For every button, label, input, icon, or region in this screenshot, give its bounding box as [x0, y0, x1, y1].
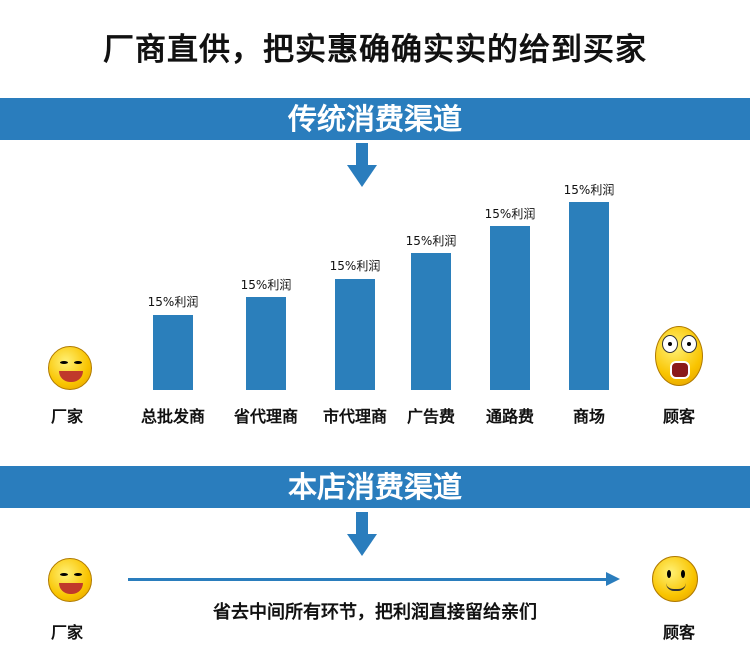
bar-province-agent: [246, 297, 286, 390]
bar-profit-label: 15%利润: [240, 278, 292, 292]
bar-city-agent: [335, 279, 375, 390]
customer-label: 顾客: [662, 407, 695, 426]
down-arrow-icon: [347, 512, 377, 558]
bar-profit-label: 15%利润: [329, 259, 381, 273]
bar-advertising: [411, 253, 451, 390]
page-title: 厂商直供，把实惠确确实实的给到买家: [103, 32, 647, 68]
store-channel-banner: 本店消费渠道: [0, 466, 750, 508]
smiling-face-icon: [652, 556, 698, 602]
direct-arrow-line: [128, 578, 608, 581]
manufacturer-label: 厂家: [50, 407, 83, 426]
bar-channel-fee: [490, 226, 530, 390]
stage-label: 市代理商: [322, 407, 387, 426]
stage-label: 商场: [572, 407, 605, 426]
down-arrow-icon: [347, 143, 377, 189]
happy-face-icon: [48, 346, 92, 390]
happy-face-icon: [48, 558, 92, 602]
manufacturer-label: 厂家: [50, 623, 83, 642]
bar-profit-label: 15%利润: [563, 183, 615, 197]
bar-mall: [569, 202, 609, 390]
bar-profit-label: 15%利润: [405, 234, 457, 248]
stage-label: 总批发商: [140, 407, 205, 426]
right-arrow-icon: [606, 572, 620, 586]
store-note: 省去中间所有环节，把利润直接留给亲们: [213, 602, 537, 623]
bar-wholesaler: [153, 315, 193, 390]
traditional-channel-banner: 传统消费渠道: [0, 98, 750, 140]
stage-label: 省代理商: [233, 407, 298, 426]
stage-label: 通路费: [485, 407, 534, 426]
bar-profit-label: 15%利润: [484, 207, 536, 221]
bar-profit-label: 15%利润: [147, 295, 199, 309]
stage-label: 广告费: [406, 407, 455, 426]
customer-label: 顾客: [662, 623, 695, 642]
shocked-face-icon: [655, 326, 703, 386]
